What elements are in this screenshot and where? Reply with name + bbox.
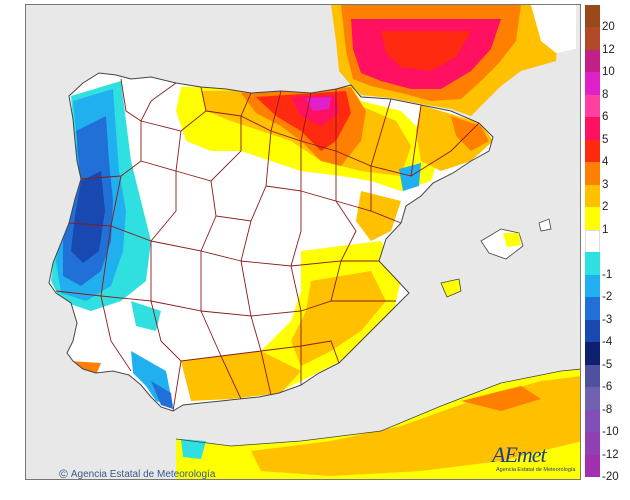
legend-swatch bbox=[585, 319, 600, 343]
legend-label: -4 bbox=[602, 336, 613, 349]
legend-swatch bbox=[585, 94, 600, 118]
legend-label: 6 bbox=[602, 111, 609, 124]
legend-label: 2 bbox=[602, 201, 609, 214]
legend-swatch bbox=[585, 184, 600, 208]
legend-label: -5 bbox=[602, 358, 613, 371]
logo-wordmark: AEmet bbox=[492, 442, 547, 467]
france-region bbox=[331, 5, 576, 116]
province-borders bbox=[55, 78, 480, 412]
legend-label: -3 bbox=[602, 313, 613, 326]
legend-swatch bbox=[585, 342, 600, 366]
legend-swatch bbox=[585, 27, 600, 51]
map-canvas bbox=[26, 5, 580, 479]
legend-label: 1 bbox=[602, 223, 609, 236]
copyright-icon: © bbox=[59, 467, 68, 480]
logo-subtitle: Agencia Estatal de Meteorología bbox=[496, 467, 576, 473]
legend-swatch bbox=[585, 297, 600, 321]
anomaly-overlay bbox=[51, 81, 493, 409]
legend-swatch bbox=[585, 409, 600, 433]
legend-swatch bbox=[585, 454, 600, 478]
legend-label: -2 bbox=[602, 291, 613, 304]
aemet-logo: AEmet Agencia Estatal de Meteorología bbox=[492, 440, 576, 476]
legend-swatch bbox=[585, 274, 600, 298]
legend-label: 20 bbox=[602, 21, 615, 34]
balearic-islands bbox=[440, 218, 552, 298]
legend-swatch bbox=[585, 252, 600, 276]
legend-label: 10 bbox=[602, 66, 615, 79]
legend-swatch bbox=[585, 139, 600, 163]
legend-swatch bbox=[585, 364, 600, 388]
legend-label: -1 bbox=[602, 268, 613, 281]
legend-swatch bbox=[585, 162, 600, 186]
legend-label: 5 bbox=[602, 133, 609, 146]
legend-label: 3 bbox=[602, 178, 609, 191]
legend-swatch bbox=[585, 117, 600, 141]
color-legend: 20 12 10 8 6 5 4 3 2 1 -1 -2 -3 -4 -5 -6 -8 -10 -12 -20 bbox=[585, 5, 630, 483]
legend-swatch bbox=[585, 72, 600, 96]
legend-label: -10 bbox=[602, 426, 619, 439]
legend-label: -20 bbox=[602, 471, 619, 483]
copyright-credit: © Agencia Estatal de Meteorología bbox=[59, 467, 216, 480]
legend-swatch bbox=[585, 49, 600, 73]
legend-label: 8 bbox=[602, 88, 609, 101]
temperature-anomaly-map: © Agencia Estatal de Meteorología bbox=[25, 4, 581, 480]
legend-label: 12 bbox=[602, 43, 615, 56]
legend-swatch bbox=[585, 229, 600, 253]
legend-label: -6 bbox=[602, 381, 613, 394]
legend-swatch bbox=[585, 5, 600, 28]
legend-label: -8 bbox=[602, 403, 613, 416]
legend-swatch bbox=[585, 207, 600, 231]
legend-swatch bbox=[585, 387, 600, 411]
north-africa bbox=[175, 368, 580, 479]
credit-text: Agencia Estatal de Meteorología bbox=[70, 468, 216, 480]
legend-label: -12 bbox=[602, 448, 619, 461]
legend-swatch bbox=[585, 432, 600, 456]
legend-label: 4 bbox=[602, 156, 609, 169]
